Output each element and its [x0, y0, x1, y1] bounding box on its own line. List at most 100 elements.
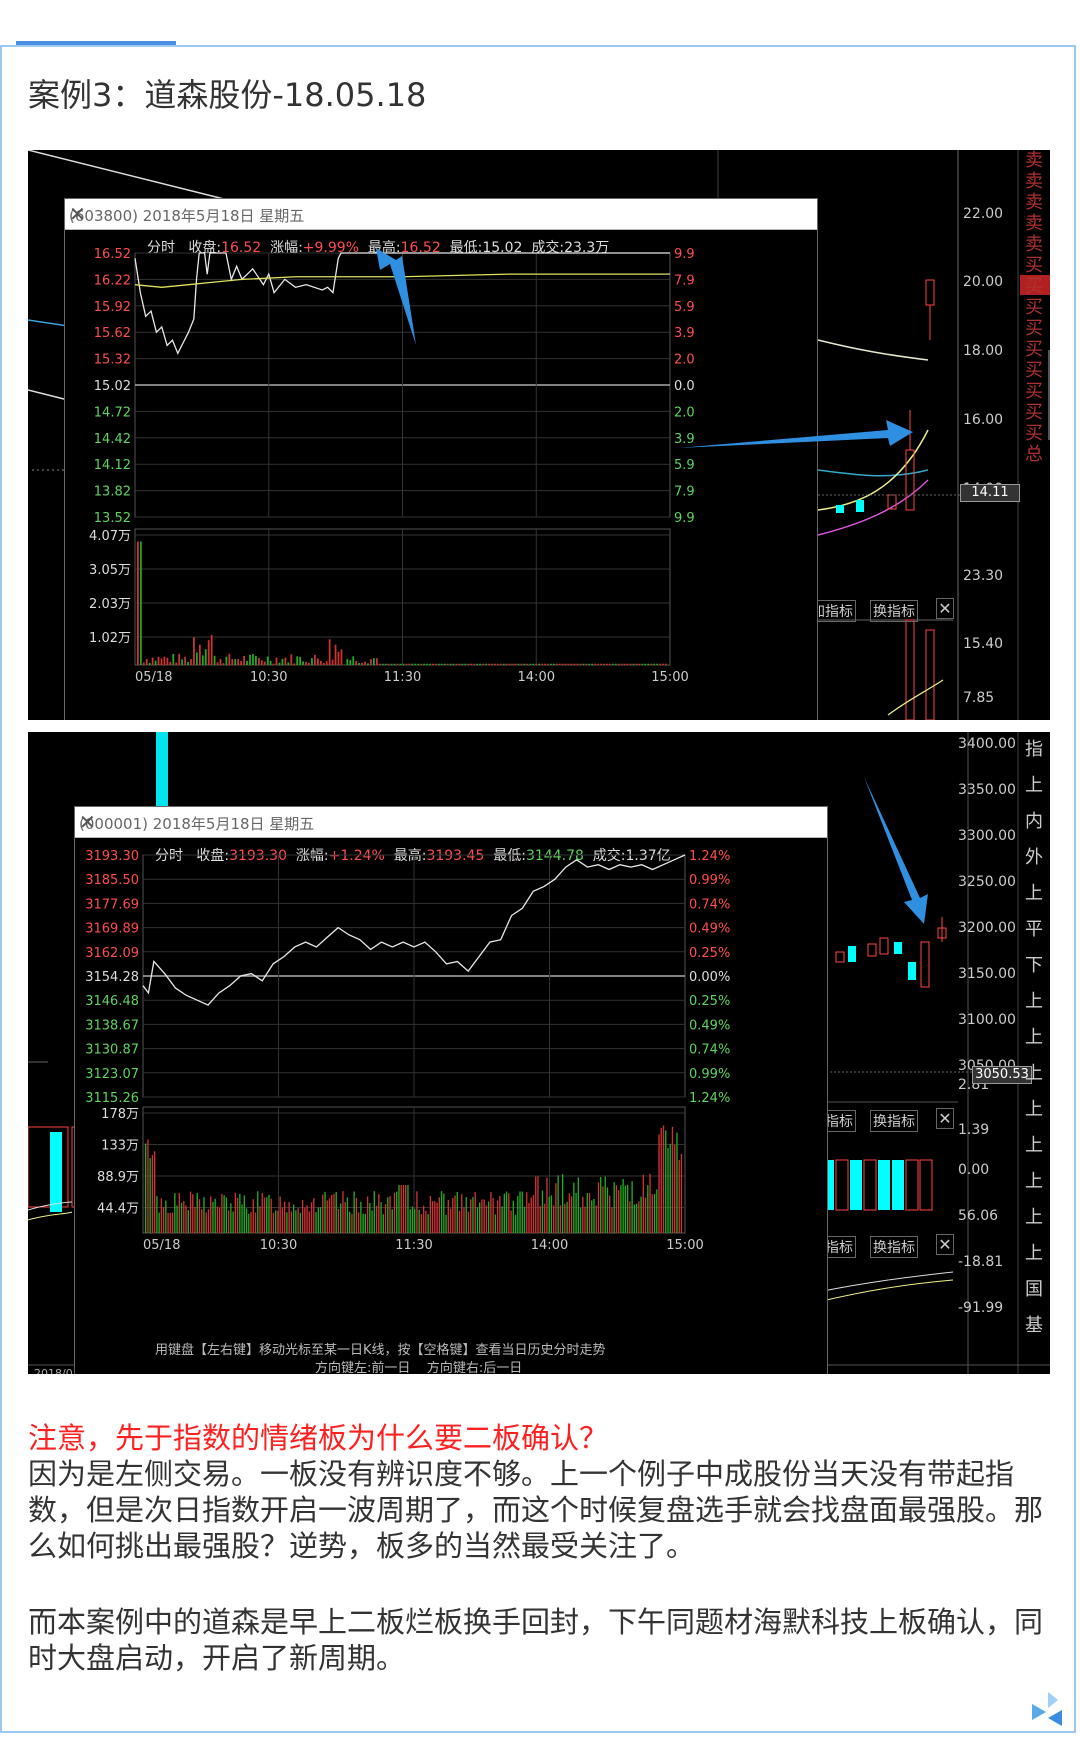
- volume-tick-label: 44.4万: [97, 1202, 139, 1217]
- volume-bar: [250, 1211, 252, 1233]
- volume-bar: [443, 1193, 445, 1233]
- volume-bar: [169, 661, 172, 665]
- right-axis-label: 3100.00: [958, 1012, 1016, 1028]
- volume-bar: [567, 663, 570, 665]
- volume-bar: [622, 1179, 624, 1233]
- close-icon[interactable]: ✕: [69, 202, 86, 226]
- volume-bar: [614, 663, 617, 665]
- percent-tick-label: 9.9: [674, 511, 695, 526]
- volume-bar: [570, 663, 573, 665]
- volume-bar: [586, 1193, 588, 1233]
- volume-bar: [582, 1196, 584, 1233]
- volume-bar: [502, 663, 505, 665]
- percent-tick-label: 0.74%: [689, 1043, 730, 1058]
- volume-bar: [455, 663, 458, 665]
- volume-bar: [398, 1185, 400, 1233]
- time-tick-label: 10:30: [250, 670, 287, 685]
- switch-indicator-button[interactable]: 换指标: [870, 1110, 918, 1132]
- volume-bar: [275, 1210, 277, 1233]
- right-axis-label: 3300.00: [958, 828, 1016, 844]
- volume-bar: [387, 663, 390, 665]
- volume-bar: [606, 1187, 609, 1233]
- volume-bar: [160, 658, 163, 665]
- volume-bar: [272, 663, 275, 665]
- volume-bar: [434, 1201, 436, 1233]
- volume-bar: [317, 1207, 319, 1233]
- volume-bar: [640, 1196, 642, 1233]
- switch-indicator-button[interactable]: 换指标: [870, 600, 918, 622]
- volume-bar: [257, 657, 260, 665]
- volume-bar: [216, 1206, 219, 1233]
- right-axis-label: 1.39: [958, 1122, 989, 1138]
- volume-bar: [465, 1197, 467, 1233]
- intraday-popup: (603800) 2018年5月18日 星期五 ✕ 分时 收盘:16.52 涨幅…: [64, 198, 818, 720]
- volume-bar: [485, 1205, 488, 1233]
- price-tick-label: 3123.07: [85, 1067, 139, 1082]
- close-indicator-icon[interactable]: ✕: [936, 598, 954, 619]
- volume-bar: [157, 656, 160, 665]
- volume-bar: [178, 653, 181, 665]
- volume-bar: [163, 656, 166, 665]
- volume-bar: [535, 1176, 537, 1233]
- volume-bar: [520, 663, 523, 665]
- volume-bar: [158, 1212, 160, 1233]
- price-tick-label: 3169.89: [85, 922, 139, 937]
- volume-bar: [151, 657, 154, 665]
- volume-bar: [561, 1174, 564, 1233]
- low-value: 15.02: [482, 240, 523, 256]
- article-card: [0, 45, 1076, 1733]
- volume-bar: [584, 1206, 586, 1233]
- volume-bar: [620, 1185, 622, 1233]
- volume-bar: [360, 1201, 362, 1233]
- volume-bar: [304, 1207, 306, 1233]
- volume-bar: [393, 1192, 396, 1233]
- volume-bar: [594, 663, 597, 665]
- close-indicator-icon[interactable]: ✕: [936, 1234, 954, 1255]
- switch-indicator-button[interactable]: 换指标: [870, 1236, 918, 1258]
- average-line: [134, 273, 670, 288]
- volume-bar: [624, 1185, 627, 1233]
- volume-bar: [367, 663, 369, 665]
- volume-bar: [353, 1191, 355, 1233]
- volume-bar: [334, 644, 337, 665]
- volume-bar: [234, 659, 237, 665]
- stat-label: 收盘:: [196, 848, 230, 864]
- volume-bar: [234, 1192, 237, 1233]
- volume-bar: [485, 663, 487, 665]
- volume-bar: [287, 662, 290, 665]
- volume-bar: [494, 1214, 497, 1233]
- percent-tick-label: 5.9: [674, 300, 695, 315]
- close-indicator-icon[interactable]: ✕: [936, 1108, 954, 1129]
- volume-bar: [529, 663, 532, 665]
- volume-bar: [310, 1202, 313, 1233]
- price-tick-label: 3146.48: [85, 994, 139, 1009]
- volume-bar: [638, 663, 641, 665]
- volume-bar: [429, 1196, 432, 1233]
- volume-bar: [227, 1210, 230, 1233]
- volume-value: 23.3万: [564, 240, 610, 256]
- volume-bar: [523, 663, 526, 665]
- volume-bar: [223, 1195, 225, 1233]
- volume-bar: [254, 1212, 257, 1233]
- volume-bar: [597, 1182, 600, 1233]
- intraday-chart: 3193.30 1.24% 3185.50 0.99% 3177.69 0.74% 3169…: [85, 849, 730, 1253]
- price-tick-label: 15.62: [94, 326, 131, 341]
- volume-bar: [288, 1202, 290, 1233]
- volume-bar: [255, 655, 257, 665]
- volume-bar: [239, 1193, 241, 1233]
- volume-bar: [380, 1202, 382, 1233]
- percent-tick-label: 7.9: [674, 273, 695, 288]
- right-axis-label: 23.30: [963, 568, 1003, 584]
- volume-bar: [382, 1214, 384, 1233]
- volume-bar: [180, 1202, 183, 1233]
- volume-bar: [593, 1198, 595, 1233]
- volume-bar: [503, 1193, 506, 1233]
- volume-bar: [153, 1151, 156, 1233]
- volume-bar: [519, 1191, 521, 1233]
- percent-tick-label: 0.74%: [689, 897, 730, 912]
- volume-bar: [210, 634, 213, 665]
- percent-tick-label: 0.0: [674, 379, 695, 394]
- close-icon[interactable]: ✕: [79, 810, 96, 834]
- price-tick-label: 15.32: [94, 353, 131, 368]
- volume-bar: [399, 663, 402, 665]
